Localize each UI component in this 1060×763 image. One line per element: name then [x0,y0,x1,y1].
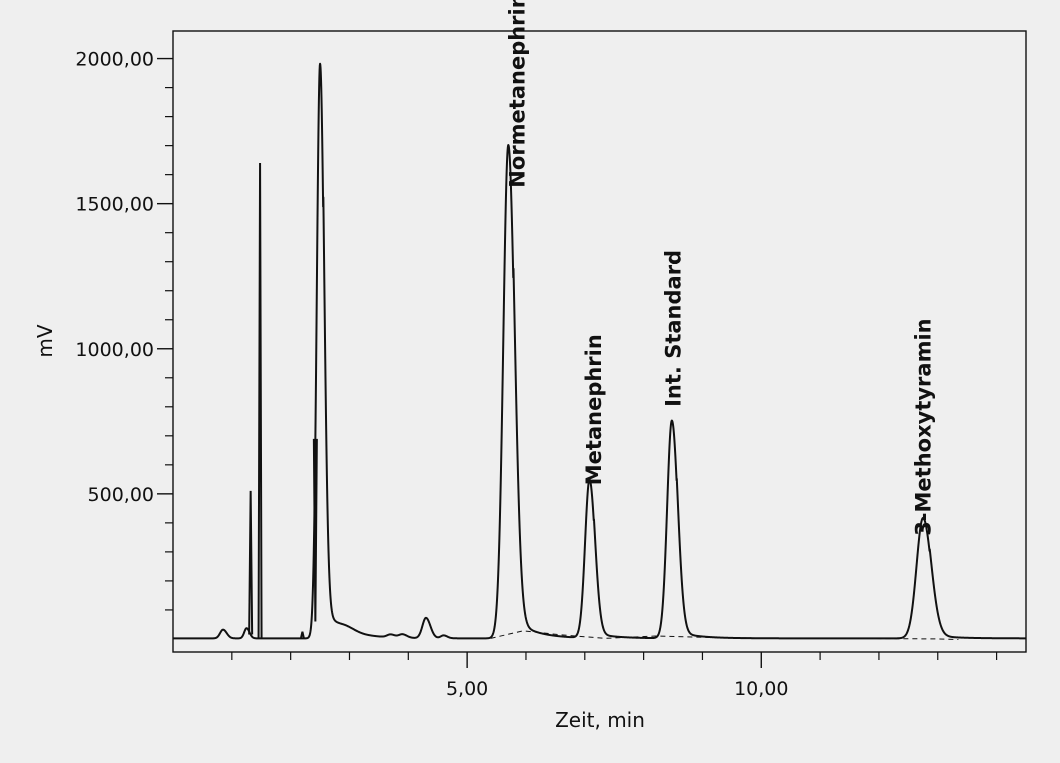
peak-label: Int. Standard [661,250,685,407]
y-tick-label: 2000,00 [75,49,154,71]
plot-frame [172,30,1027,653]
integration-baseline [490,630,959,641]
y-tick-label: 500,00 [88,484,154,506]
x-axis-title: Zeit, min [555,708,645,732]
series-layer [172,62,1027,641]
y-axis: 500,00 1000,00 1500,00 2000,00 [75,49,173,611]
spike-peak [248,490,254,635]
x-tick-label: 10,00 [734,678,788,700]
y-tick-label: 1000,00 [75,339,154,361]
chromatogram-trace [172,62,1027,640]
spike-peak [299,631,305,639]
peak-label: Normetanephrin [505,0,529,188]
annotation-layer: Normetanephrin Metanephrin Int. Standard 3-… [505,0,935,536]
spike-peak [312,438,318,622]
peak-label: Metanephrin [582,334,606,485]
y-tick-label: 1500,00 [75,194,154,216]
x-tick-label: 5,00 [446,678,488,700]
x-axis: 5,00 10,00 [231,652,998,700]
spike-peak [257,163,263,639]
y-axis-title: mV [33,324,57,357]
peak-label: 3-Methoxytyramin [911,318,935,535]
